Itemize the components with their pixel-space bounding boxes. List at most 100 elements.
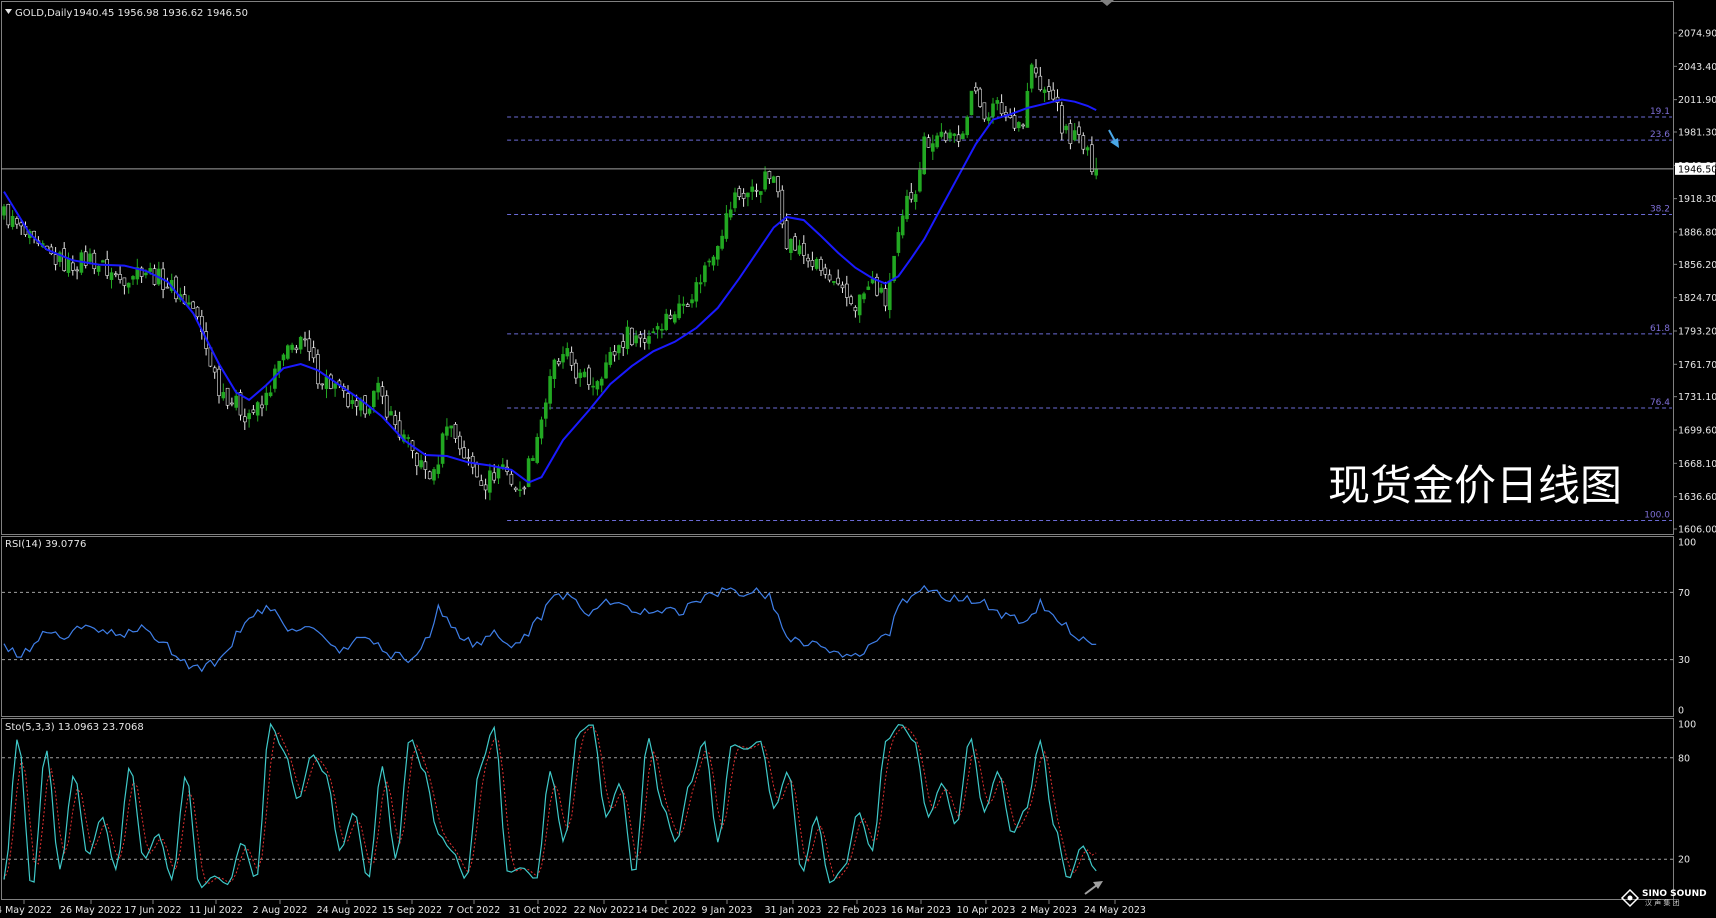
candle — [380, 386, 385, 397]
rsi-tick-label: 0 — [1678, 706, 1684, 717]
candle — [595, 381, 600, 390]
candle — [703, 265, 707, 283]
candle — [470, 456, 475, 468]
price-tick-label: 1668.10 — [1678, 459, 1716, 470]
candle — [419, 460, 423, 468]
candle — [328, 374, 333, 389]
rsi-level-lines — [2, 591, 1673, 661]
candle — [827, 274, 832, 281]
price-panel[interactable]: 19.1 23.6 38.2 61.8 76.4 100.0 2074.90 2043.40… — [1, 0, 1716, 536]
candle — [569, 351, 574, 366]
time-tick-label: 7 Oct 2022 — [448, 905, 501, 916]
candle — [1047, 86, 1051, 92]
candle — [496, 467, 501, 479]
candle — [599, 378, 604, 386]
current-price-badge — [1675, 162, 1715, 175]
candle — [88, 253, 92, 262]
candle — [298, 336, 303, 350]
candle — [264, 392, 269, 406]
candle — [518, 489, 522, 491]
candle — [294, 347, 299, 351]
candlestick-series — [2, 59, 1098, 501]
candle — [746, 192, 750, 198]
candle — [793, 236, 798, 251]
candle — [290, 344, 294, 350]
candle — [10, 215, 15, 227]
candle — [307, 338, 312, 352]
candle — [913, 194, 918, 202]
candle — [767, 171, 772, 180]
price-panel-frame — [1, 1, 1674, 535]
candle — [638, 334, 643, 339]
candle — [875, 276, 879, 296]
candle — [135, 267, 140, 280]
price-tick-label: 1731.10 — [1678, 392, 1716, 403]
stochastic-label: Sto(5,3,3) 13.0963 23.7068 — [5, 722, 144, 733]
rsi-tick-label: 30 — [1678, 655, 1690, 666]
candle — [15, 218, 19, 225]
candle — [1016, 122, 1021, 129]
candle — [556, 361, 561, 365]
candle — [221, 392, 226, 399]
price-tick-label: 1918.30 — [1678, 194, 1716, 205]
candle — [384, 395, 389, 418]
candle — [982, 102, 987, 120]
candle — [346, 393, 350, 407]
candle — [883, 288, 888, 307]
sino-sound-logo: SINO SOUND 汉 声 集 团 — [1620, 888, 1707, 908]
rsi-axis: 100 70 30 0 — [1678, 538, 1696, 717]
price-tick-label: 1699.60 — [1678, 425, 1716, 436]
time-tick-label: 24 Aug 2022 — [317, 905, 378, 916]
time-axis: 4 May 2022 26 May 2022 17 Jun 2022 11 Jul 2… — [0, 900, 1146, 916]
candle — [1051, 89, 1055, 100]
candle — [660, 329, 664, 331]
fibonacci-retracement[interactable]: 19.1 23.6 38.2 61.8 76.4 100.0 — [507, 107, 1672, 522]
symbol-label: GOLD,Daily — [15, 8, 72, 19]
candle — [539, 419, 544, 439]
candle — [118, 274, 122, 280]
price-tick-label: 2074.90 — [1678, 29, 1716, 40]
sell-arrow-icon — [1108, 129, 1119, 148]
candle — [268, 392, 273, 397]
candle — [165, 286, 170, 289]
candle — [664, 313, 669, 330]
candle — [1021, 124, 1025, 127]
candle — [191, 301, 195, 309]
candle — [62, 248, 67, 271]
candle — [144, 272, 148, 276]
shift-marker-icon[interactable] — [1100, 0, 1114, 6]
buy-arrow-icon — [1084, 881, 1103, 895]
candle — [711, 256, 716, 266]
candle — [174, 276, 178, 300]
candle — [926, 137, 931, 148]
stochastic-panel[interactable]: 100 80 20 Sto(5,3,3) 13.0963 23.7068 — [1, 718, 1697, 900]
candle — [789, 238, 793, 254]
candle — [892, 255, 896, 282]
candle — [462, 447, 466, 459]
candle — [720, 235, 724, 249]
candle — [492, 472, 497, 481]
candle — [393, 415, 398, 425]
candle — [853, 307, 858, 312]
candle — [122, 277, 127, 286]
candle — [651, 331, 656, 334]
candle — [814, 258, 819, 269]
candle — [935, 135, 939, 148]
time-tick-label: 14 Dec 2022 — [636, 905, 697, 916]
candle — [509, 473, 514, 485]
stochastic-signal-line — [3, 725, 1097, 884]
candle — [432, 469, 436, 481]
collapse-triangle-icon[interactable] — [5, 9, 12, 14]
rsi-panel[interactable]: 100 70 30 0 RSI(14) 39.0776 — [1, 536, 1697, 717]
price-tick-label: 1761.70 — [1678, 360, 1716, 371]
rsi-tick-label: 100 — [1678, 538, 1696, 549]
candle — [896, 232, 901, 253]
candle — [754, 189, 759, 192]
candle — [586, 367, 591, 385]
time-tick-label: 2 May 2023 — [1021, 905, 1077, 916]
time-tick-label: 22 Feb 2023 — [827, 905, 886, 916]
fib-level-label: 23.6 — [1650, 130, 1670, 140]
price-tick-label: 1793.20 — [1678, 326, 1716, 337]
candle — [1042, 89, 1047, 93]
